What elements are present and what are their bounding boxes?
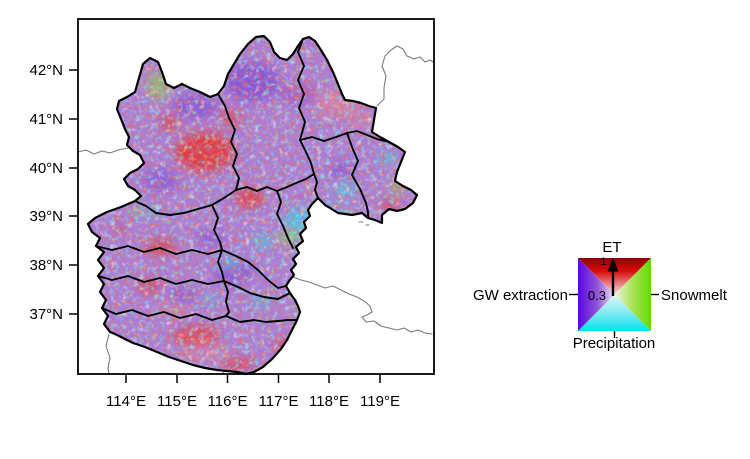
lat-tick-label: 37°N (29, 306, 63, 323)
coastline-bohai-bay (292, 276, 433, 335)
legend-et-label: ET (602, 239, 621, 256)
raster-noise (88, 36, 417, 374)
legend-top-tick-value: 1 (600, 256, 606, 268)
subbasin-boundaries (95, 38, 390, 323)
legend-snowmelt-triangle (614, 258, 651, 331)
lat-tick-label: 39°N (29, 208, 63, 225)
lon-tick-label: 118°E (309, 393, 349, 410)
lat-tick-label: 38°N (29, 257, 63, 274)
lon-tick-label: 115°E (157, 393, 197, 410)
legend-color-square (578, 258, 651, 331)
lat-axis-labels: 42°N 41°N 40°N 39°N 38°N 37°N (29, 62, 63, 323)
lat-tick-label: 42°N (29, 62, 63, 79)
lat-axis (69, 69, 78, 315)
province-border-south (105, 333, 111, 375)
lon-tick-label: 114°E (106, 393, 146, 410)
map-panel: 42°N 41°N 40°N 39°N 38°N 37°N 114°E 115°… (29, 18, 435, 410)
arrow-head-icon (607, 258, 619, 272)
province-border-northeast (376, 45, 434, 107)
lon-axis-labels: 114°E 115°E 116°E 117°E 118°E 119°E (106, 393, 400, 410)
basin-raster (88, 36, 417, 374)
legend-gw-label: GW extraction (473, 287, 568, 304)
lon-tick-label: 116°E (208, 393, 248, 410)
map-frame (77, 18, 435, 375)
legend-snowmelt-label: Snowmelt (661, 287, 728, 304)
province-border-west (77, 147, 129, 155)
lon-axis (125, 374, 381, 383)
legend: ET Snowmelt Precipitation GW extraction … (473, 239, 728, 352)
legend-et-triangle (578, 258, 651, 295)
lat-tick-label: 41°N (29, 111, 63, 128)
island-icon (358, 221, 370, 226)
basin-outline (86, 34, 419, 376)
lon-tick-label: 117°E (259, 393, 299, 410)
legend-scale-arrow (607, 258, 619, 296)
legend-precipitation-label: Precipitation (573, 335, 656, 352)
lat-tick-label: 40°N (29, 160, 63, 177)
legend-precipitation-triangle (578, 294, 651, 331)
legend-gw-triangle (578, 258, 615, 331)
lon-tick-label: 119°E (360, 393, 400, 410)
legend-ticks (569, 293, 659, 338)
legend-arrow-value: 0.3 (588, 288, 606, 303)
